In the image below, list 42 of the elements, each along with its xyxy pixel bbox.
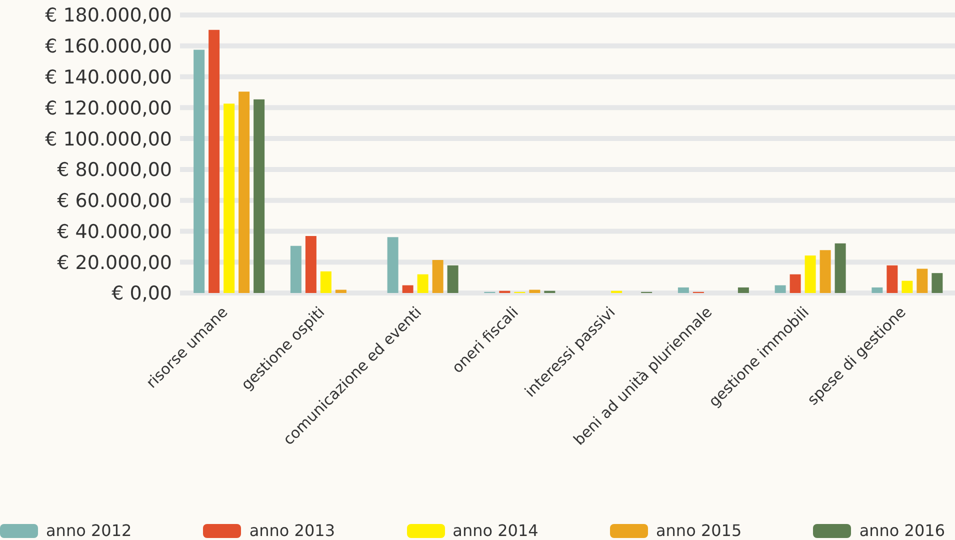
y-tick-label: € 20.000,00 bbox=[57, 252, 172, 274]
y-tick-label: € 100.000,00 bbox=[45, 128, 172, 150]
bar bbox=[916, 268, 928, 293]
bar bbox=[529, 290, 540, 293]
bar bbox=[834, 243, 846, 293]
y-tick-label: € 140.000,00 bbox=[45, 66, 172, 89]
bar bbox=[224, 104, 235, 293]
bar bbox=[932, 273, 943, 293]
bar bbox=[774, 285, 786, 293]
y-tick-label: € 80.000,00 bbox=[57, 159, 172, 182]
bar bbox=[902, 280, 913, 293]
bar bbox=[872, 287, 883, 293]
bar bbox=[804, 255, 816, 293]
bar bbox=[738, 287, 749, 293]
y-tick-label: € 40.000,00 bbox=[57, 220, 172, 243]
bar bbox=[678, 287, 689, 293]
y-tick-label: € 160.000,00 bbox=[45, 36, 172, 58]
bar bbox=[432, 260, 444, 293]
bar bbox=[790, 274, 801, 293]
bar bbox=[208, 30, 220, 293]
bar bbox=[320, 271, 332, 293]
legend-label: anno 2016 bbox=[859, 521, 945, 540]
bar bbox=[447, 265, 458, 293]
bar bbox=[254, 99, 265, 293]
bar bbox=[305, 236, 316, 293]
legend-label: anno 2015 bbox=[656, 521, 742, 540]
bar bbox=[290, 246, 302, 293]
bar bbox=[238, 92, 250, 293]
bar bbox=[194, 50, 205, 293]
bar bbox=[417, 274, 428, 293]
legend-label: anno 2012 bbox=[46, 521, 132, 540]
y-tick-label: € 180.000,00 bbox=[45, 4, 172, 27]
legend-label: anno 2014 bbox=[452, 521, 538, 540]
bar bbox=[820, 250, 831, 293]
bar bbox=[335, 290, 346, 293]
legend-label: anno 2013 bbox=[249, 521, 336, 540]
y-tick-label: € 120.000,00 bbox=[45, 97, 172, 120]
y-tick-label: € 60.000,00 bbox=[57, 190, 172, 212]
bar bbox=[886, 265, 898, 293]
bar bbox=[402, 285, 414, 293]
bar bbox=[387, 237, 398, 293]
y-tick-label: € 0,00 bbox=[112, 282, 172, 305]
